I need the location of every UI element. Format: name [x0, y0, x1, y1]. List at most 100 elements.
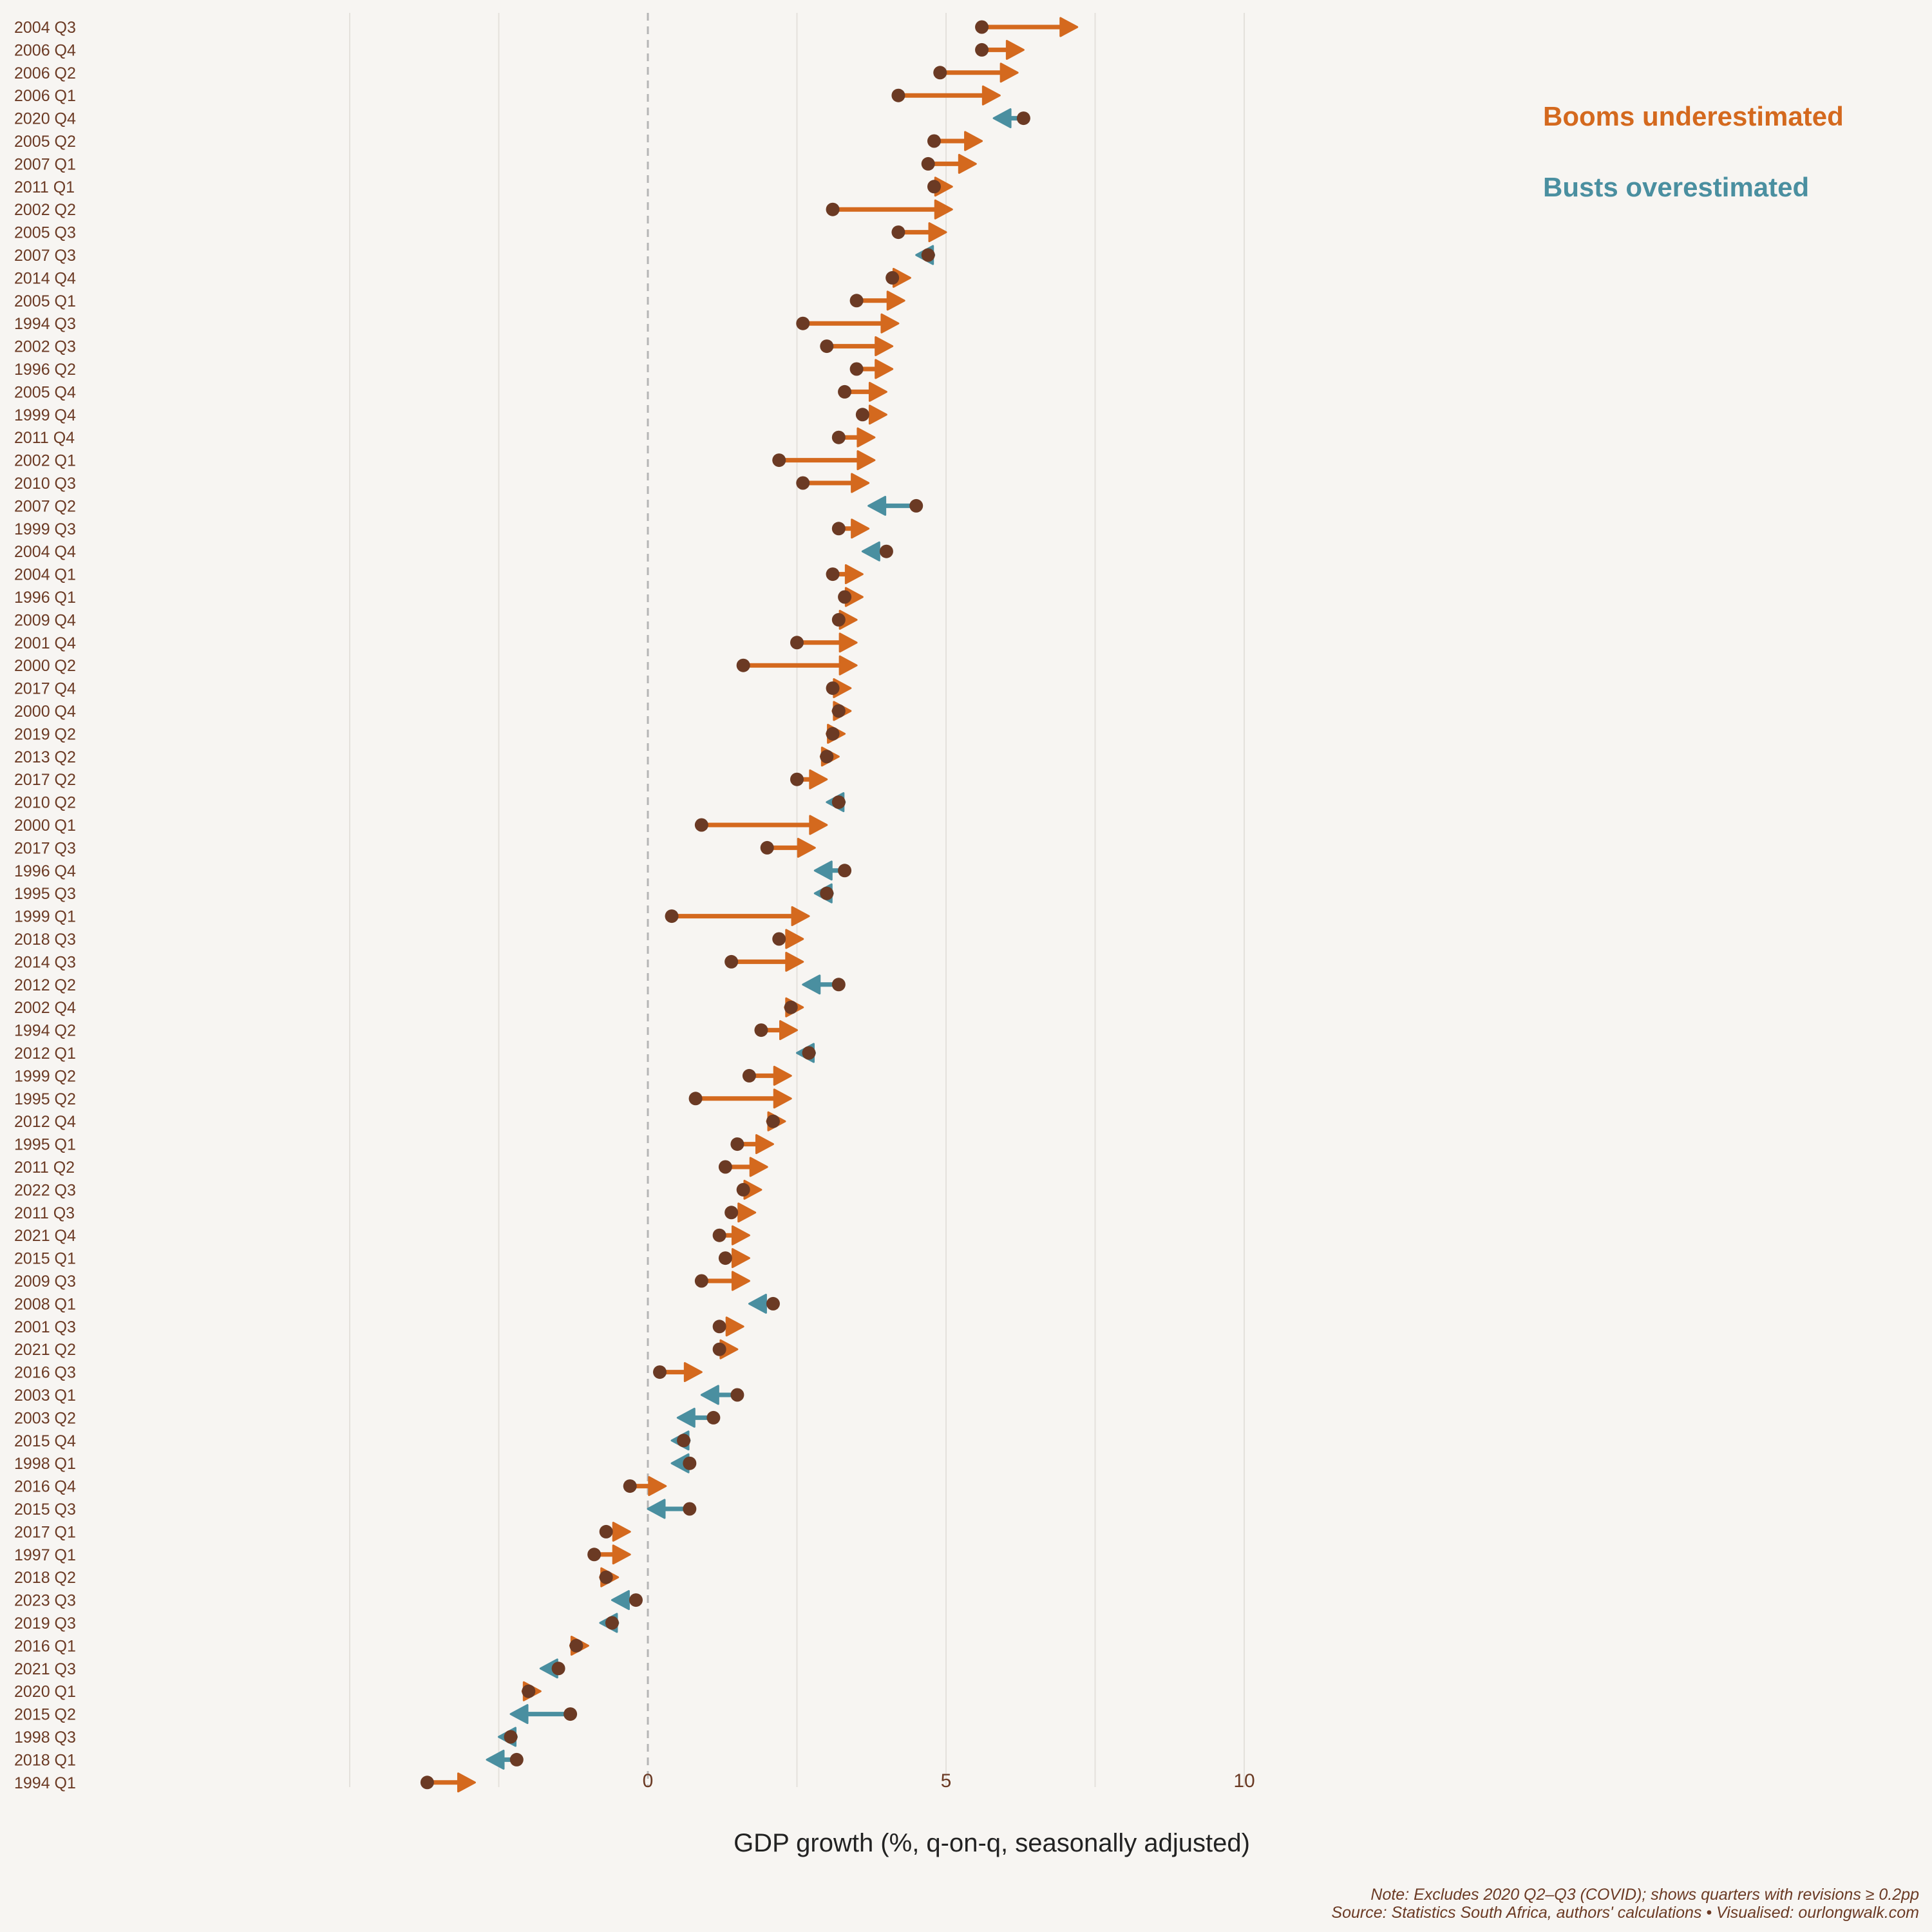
initial-estimate-point [688, 1092, 703, 1106]
quarter-label: 2015 Q2 [14, 1706, 76, 1724]
revision-row [796, 473, 870, 493]
arrow-head [868, 381, 887, 402]
arrow-head [1059, 17, 1079, 37]
initial-estimate-point [831, 522, 846, 536]
arrow-head [802, 974, 821, 995]
quarter-label: 2013 Q2 [14, 748, 76, 766]
quarter-label: 1996 Q1 [14, 589, 76, 607]
arrow-head [457, 1772, 476, 1793]
quarter-label: 2007 Q1 [14, 155, 76, 173]
quarter-label: 2017 Q1 [14, 1523, 76, 1541]
quarter-label: 2016 Q4 [14, 1478, 76, 1496]
initial-estimate-point [730, 1137, 744, 1151]
initial-estimate-point [522, 1684, 536, 1698]
initial-estimate-point [831, 795, 846, 810]
arrow-head [755, 1134, 774, 1155]
quarter-label: 2002 Q1 [14, 452, 76, 470]
quarter-label: 2021 Q2 [14, 1341, 76, 1359]
arrow-head [964, 131, 983, 151]
revision-row [712, 1225, 750, 1245]
data-rows [420, 17, 1079, 1793]
arrow-head [700, 1385, 719, 1405]
quarter-label: 2016 Q1 [14, 1637, 76, 1655]
initial-estimate-point [790, 636, 804, 650]
initial-estimate-point [921, 248, 935, 262]
arrow-head [737, 1202, 757, 1223]
quarter-label: 2010 Q2 [14, 794, 76, 812]
initial-estimate-point [712, 1320, 726, 1334]
x-tick-label: 5 [941, 1770, 952, 1792]
revision-row [838, 587, 864, 607]
revision-row [653, 1362, 703, 1383]
initial-estimate-point [766, 1296, 780, 1311]
quarter-label: 2008 Q1 [14, 1295, 76, 1313]
quarter-label: 2019 Q3 [14, 1615, 76, 1633]
revision-row [826, 199, 953, 220]
revision-row [921, 153, 977, 174]
quarter-label: 2015 Q1 [14, 1250, 76, 1268]
initial-estimate-point [730, 1388, 744, 1402]
initial-estimate-point [742, 1068, 756, 1083]
arrow-head [809, 815, 828, 835]
initial-estimate-point [551, 1662, 565, 1676]
initial-estimate-point [927, 134, 941, 148]
footer-source: Source: Statistics South Africa, authors… [1331, 1904, 1919, 1922]
quarter-label: 1999 Q3 [14, 520, 76, 538]
quarter-label: 2002 Q3 [14, 338, 76, 356]
legend-busts: Busts overestimated [1543, 172, 1809, 202]
revision-row [748, 1293, 780, 1314]
quarter-label: 2018 Q1 [14, 1751, 76, 1769]
quarter-label: 2003 Q1 [14, 1387, 76, 1405]
revision-row [736, 655, 858, 676]
revision-row [754, 1020, 798, 1041]
initial-estimate-point [623, 1479, 637, 1493]
initial-estimate-point [605, 1616, 619, 1630]
initial-estimate-point [838, 864, 852, 878]
revision-row [831, 609, 858, 630]
revision-row [784, 997, 804, 1018]
quarter-label: 1995 Q3 [14, 885, 76, 903]
quarter-label: 2018 Q2 [14, 1569, 76, 1587]
revision-row [831, 701, 852, 721]
revision-row [718, 1248, 750, 1269]
arrow-head [867, 495, 887, 516]
revision-row [826, 723, 846, 744]
arrow-head [731, 1225, 750, 1245]
revision-row [599, 1567, 620, 1587]
arrow-head [838, 655, 858, 676]
revision-row [647, 1499, 697, 1519]
revision-row [849, 359, 894, 379]
initial-estimate-point [909, 498, 923, 513]
initial-estimate-point [831, 704, 846, 718]
initial-estimate-point [599, 1524, 613, 1539]
quarter-label: 2012 Q4 [14, 1113, 76, 1131]
quarter-label: 2010 Q3 [14, 475, 76, 493]
revision-row [712, 1339, 739, 1359]
x-axis-title: GDP growth (%, q-on-q, seasonally adjust… [734, 1829, 1250, 1857]
initial-estimate-point [587, 1548, 601, 1562]
gridlines [349, 13, 1245, 1787]
arrow-head [683, 1362, 703, 1383]
revision-row [891, 222, 947, 243]
arrow-head [785, 951, 804, 972]
quarter-label: 2011 Q2 [14, 1159, 75, 1177]
initial-estimate-point [718, 1160, 732, 1174]
quarter-label: 2019 Q2 [14, 725, 76, 743]
quarter-label: 1995 Q1 [14, 1136, 76, 1154]
quarter-label: 2006 Q2 [14, 64, 76, 82]
revision-row [796, 313, 900, 334]
quarter-label: 2011 Q3 [14, 1204, 75, 1222]
arrow-head [749, 1157, 768, 1177]
quarter-label: 2001 Q4 [14, 634, 76, 652]
initial-estimate-point [838, 590, 852, 604]
quarter-label: 2023 Q3 [14, 1592, 76, 1610]
arrow-head [880, 313, 900, 334]
revision-row [813, 883, 834, 904]
quarter-label: 1999 Q1 [14, 908, 76, 926]
revision-row [694, 1271, 750, 1291]
arrow-head [992, 108, 1012, 129]
arrow-head [868, 404, 887, 425]
revision-row [694, 815, 828, 835]
quarter-label: 2020 Q4 [14, 110, 76, 128]
